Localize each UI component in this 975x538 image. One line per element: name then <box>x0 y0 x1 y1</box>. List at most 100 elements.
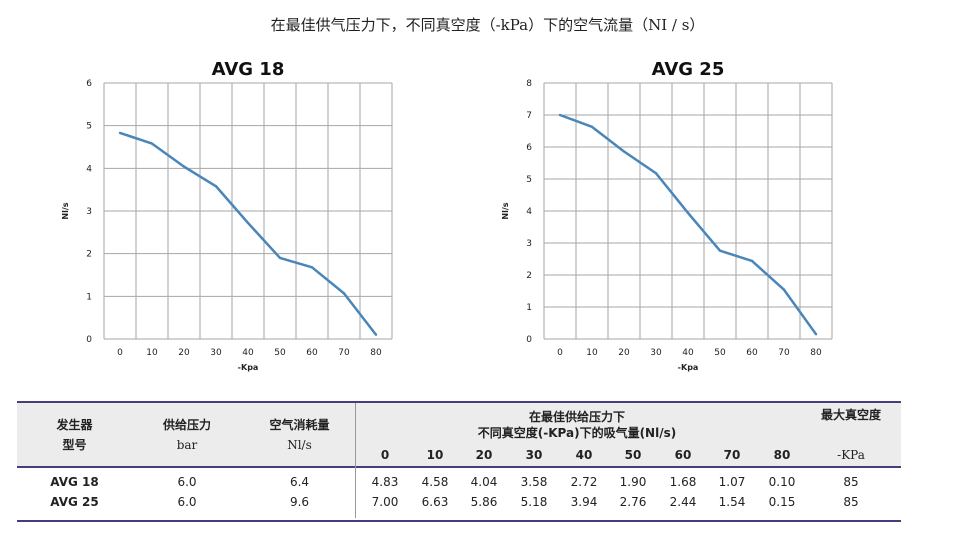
chart1-point-2 <box>622 150 626 153</box>
header-vacuum-level-70: 70 <box>723 448 741 462</box>
chart1-ytick-4: 4 <box>526 207 532 217</box>
header-flow-line1: 在最佳供给压力下 <box>528 410 625 424</box>
flow-table: 发生器 型号 供给压力 bar 空气消耗量 Nl/s 在最佳供给压力下 不同真空… <box>17 401 901 522</box>
row-1-flow-5: 2.76 <box>619 495 647 509</box>
chart0-ytick-4: 4 <box>86 164 92 174</box>
chart0-ytick-0: 0 <box>86 335 92 345</box>
header-maxvac-line1: 最大真空度 <box>820 408 881 422</box>
chart1-point-0 <box>558 113 562 117</box>
header-vacuum-level-40: 40 <box>575 448 593 462</box>
chart0-ytick-5: 5 <box>86 122 92 132</box>
chart0-point-7 <box>342 292 346 295</box>
header-vacuum-level-60: 60 <box>674 448 692 462</box>
chart0-ytick-6: 6 <box>86 79 92 89</box>
row-1-pressure: 6.0 <box>177 495 197 509</box>
chart1-xtick-8: 80 <box>810 348 822 358</box>
header-pressure-line1: 供给压力 <box>162 418 211 432</box>
chart1-point-3 <box>654 172 658 175</box>
header-flow-line2: 不同真空度(-KPa)下的吸气量(Nl/s) <box>477 426 677 440</box>
row-0-max-vacuum: 85 <box>843 475 859 489</box>
chart0-point-4 <box>246 221 250 225</box>
row-1-flow-0: 7.00 <box>371 495 399 509</box>
page-title: 在最佳供气压力下，不同真空度（-kPa）下的空气流量（NI / s） <box>270 16 705 34</box>
header-vacuum-level-10: 10 <box>426 448 444 462</box>
chart0-point-0 <box>118 131 122 135</box>
row-0-flow-8: 0.10 <box>768 475 796 489</box>
chart1-ytick-1: 1 <box>526 303 532 313</box>
chart0-xtick-7: 70 <box>338 348 350 358</box>
chart0-xtick-3: 30 <box>210 348 222 358</box>
chart1-xtick-1: 10 <box>586 348 598 358</box>
row-1-flow-4: 3.94 <box>570 495 598 509</box>
chart1-xtick-2: 20 <box>618 348 630 358</box>
header-consumption-line1: 空气消耗量 <box>269 418 330 432</box>
chart1-ylabel: Nl/s <box>501 202 510 219</box>
row-0-flow-1: 4.58 <box>421 475 449 489</box>
chart1-ytick-8: 8 <box>526 79 532 89</box>
header-maxvac-unit: -KPa <box>837 448 865 462</box>
chart1-point-6 <box>750 259 754 263</box>
chart0-point-2 <box>182 165 186 168</box>
chart0-ytick-3: 3 <box>86 207 92 217</box>
chart0-xtick-5: 50 <box>274 348 286 358</box>
header-vacuum-level-50: 50 <box>624 448 642 462</box>
chart1-series-line <box>559 113 818 335</box>
chart0-point-5 <box>278 256 282 260</box>
row-1-flow-7: 1.54 <box>718 495 746 509</box>
chart0-xtick-4: 40 <box>242 348 254 358</box>
chart1-ytick-3: 3 <box>526 239 532 249</box>
chart1-point-7 <box>782 288 786 291</box>
chart1-ytick-5: 5 <box>526 175 532 185</box>
chart0-xtick-1: 10 <box>146 348 158 358</box>
header-vacuum-level-30: 30 <box>525 448 543 462</box>
chart1-xtick-0: 0 <box>557 348 563 358</box>
row-1-max-vacuum: 85 <box>843 495 859 509</box>
chart0-ytick-1: 1 <box>86 292 92 302</box>
header-vacuum-level-0: 0 <box>380 448 390 462</box>
chart1-ytick-6: 6 <box>526 143 532 153</box>
row-1-flow-1: 6.63 <box>421 495 449 509</box>
row-0-flow-3: 3.58 <box>520 475 548 489</box>
row-0-flow-2: 4.04 <box>470 475 498 489</box>
chart1-point-1 <box>590 125 594 129</box>
header-vacuum-level-20: 20 <box>475 448 493 462</box>
chart1-ytick-0: 0 <box>526 335 532 345</box>
chart1-xtick-4: 40 <box>682 348 694 358</box>
chart0-title: AVG 18 <box>212 59 285 80</box>
row-1-flow-2: 5.86 <box>470 495 498 509</box>
chart1-xtick-6: 60 <box>746 348 758 358</box>
chart1-xtick-3: 30 <box>650 348 662 358</box>
row-1-flow-8: 0.15 <box>768 495 796 509</box>
chart1-xlabel: -Kpa <box>678 363 699 372</box>
row-0-flow-7: 1.07 <box>718 475 746 489</box>
header-pressure-unit: bar <box>176 438 198 452</box>
chart1-xtick-7: 70 <box>778 348 790 358</box>
row-0-pressure: 6.0 <box>177 475 197 489</box>
row-0-model: AVG 18 <box>50 475 99 489</box>
chart1-xtick-5: 50 <box>714 348 726 358</box>
row-1-consumption: 9.6 <box>289 495 310 509</box>
header-model-line2: 型号 <box>62 438 87 452</box>
header-consumption-unit: Nl/s <box>287 438 312 452</box>
chart0-ytick-2: 2 <box>86 250 92 260</box>
chart0-xtick-6: 60 <box>306 348 318 358</box>
row-1-flow-3: 5.18 <box>520 495 548 509</box>
chart1-title: AVG 25 <box>652 59 725 80</box>
chart0-xtick-8: 80 <box>370 348 382 358</box>
chart0-xtick-2: 20 <box>178 348 190 358</box>
chart0-point-3 <box>214 185 218 188</box>
row-0-flow-5: 1.90 <box>619 475 647 489</box>
header-model-line1: 发生器 <box>56 418 93 432</box>
chart1-point-5 <box>718 249 722 252</box>
chart1-point-8 <box>814 333 818 336</box>
chart0-series-line <box>119 131 377 336</box>
header-vacuum-level-80: 80 <box>773 448 791 462</box>
row-0-flow-6: 1.68 <box>669 475 697 489</box>
row-0-consumption: 6.4 <box>289 475 310 489</box>
row-1-flow-6: 2.44 <box>669 495 697 509</box>
chart0-point-1 <box>150 142 154 145</box>
table-header-separator <box>17 466 901 468</box>
table-header-bg <box>17 403 901 466</box>
